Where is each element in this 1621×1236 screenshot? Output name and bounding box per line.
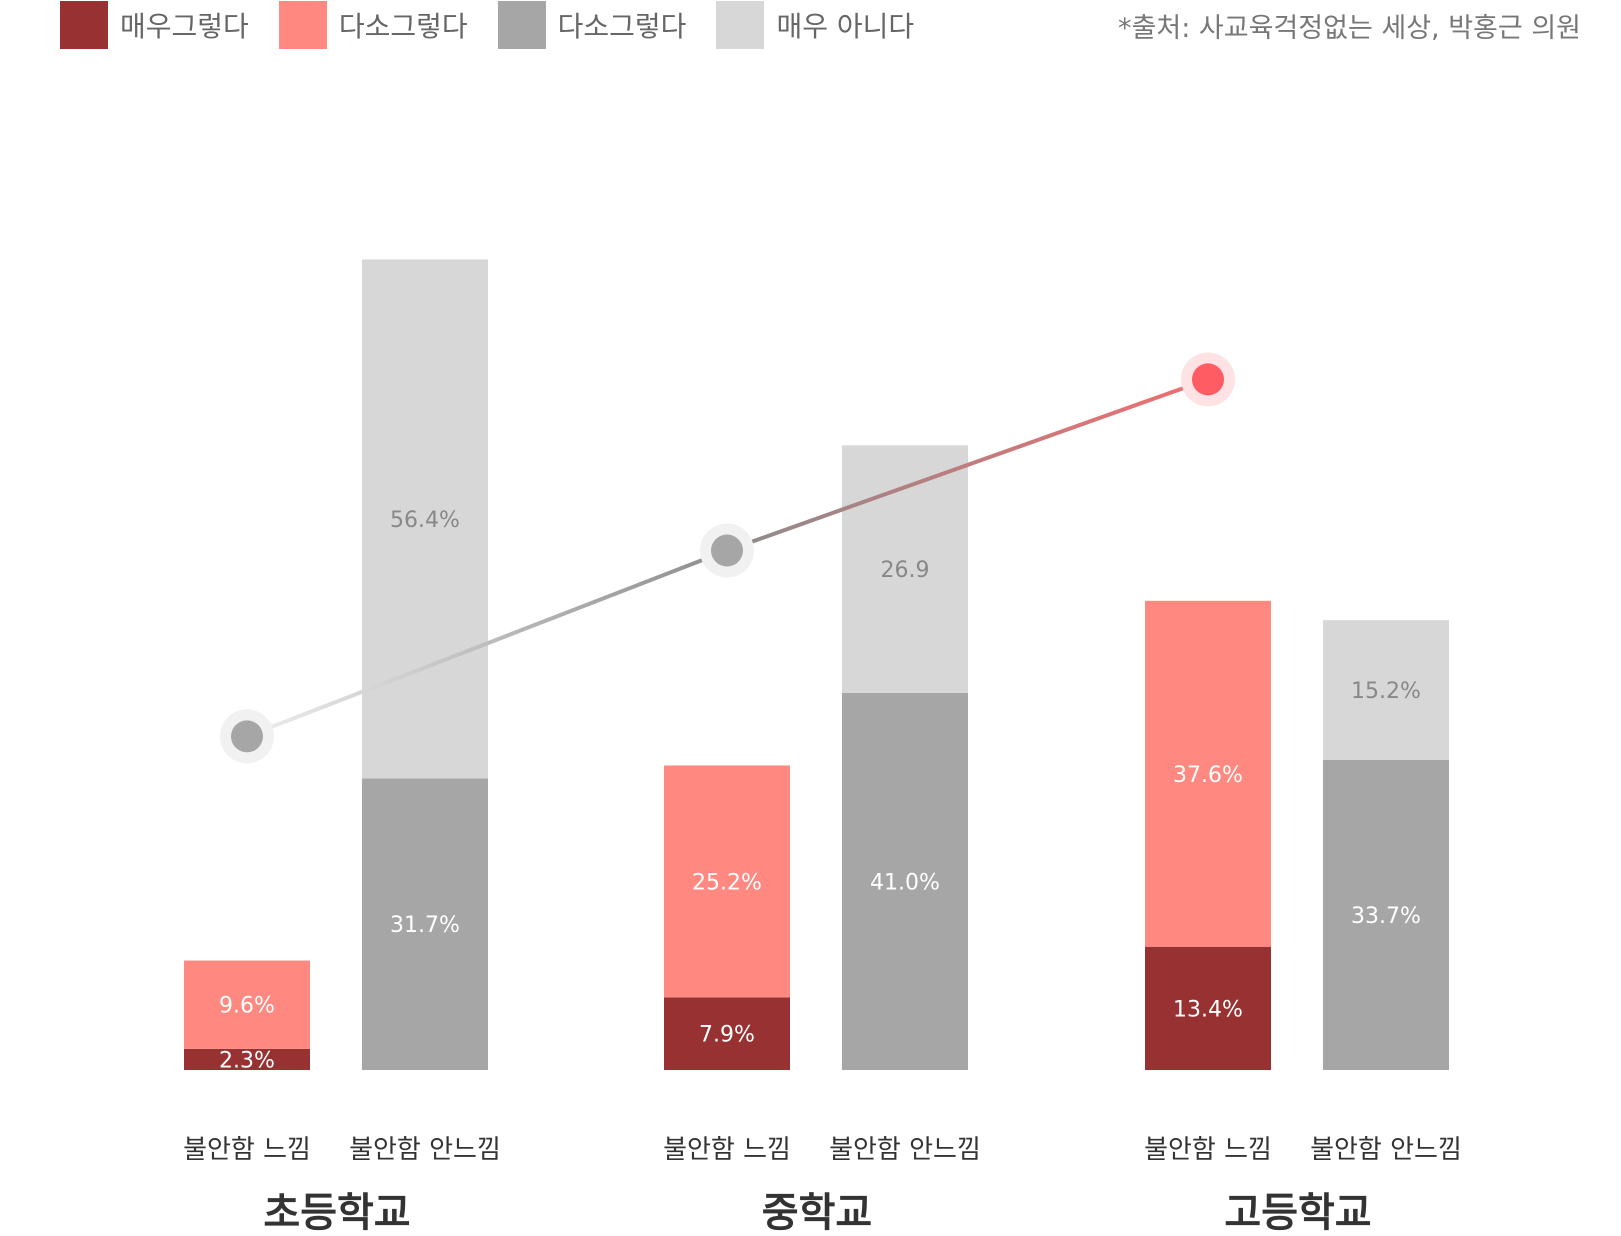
- trend-marker: [711, 534, 743, 567]
- bar-segment: [362, 778, 488, 1070]
- bar-segment: [184, 960, 310, 1049]
- legend-swatch: [278, 1, 327, 49]
- legend-swatch: [497, 1, 546, 49]
- legend-swatch: [716, 1, 765, 49]
- legend-swatch: [60, 1, 108, 49]
- trend-marker: [1192, 363, 1224, 396]
- legend-label: 매우 아니다: [776, 10, 915, 43]
- data-label: 25.2%: [692, 870, 762, 895]
- legend-item-somewhat-gray: 다소그렇다: [497, 1, 687, 49]
- data-label: 2.3%: [219, 1048, 275, 1073]
- legend: 매우그렇다 다소그렇다 다소그렇다 매우 아니다: [60, 0, 944, 50]
- legend-item-not-at-all: 매우 아니다: [716, 1, 914, 49]
- bar-segment: [1145, 600, 1271, 947]
- bar-category-label: 불안함 안느낌: [829, 1135, 981, 1165]
- legend-item-very-yes: 매우그렇다: [60, 1, 249, 49]
- bar-segment: [184, 1048, 310, 1070]
- bar-category-label: 불안함 느낌: [663, 1135, 791, 1165]
- group-label: 초등학교: [263, 1190, 410, 1236]
- bar-segment: [1145, 946, 1271, 1070]
- bar-segment: [664, 997, 790, 1070]
- data-label: 37.6%: [1173, 763, 1243, 788]
- legend-label: 매우그렇다: [120, 10, 249, 43]
- data-label: 7.9%: [699, 1023, 755, 1048]
- data-label: 56.4%: [390, 508, 460, 533]
- bar-category-label: 불안함 안느낌: [1310, 1135, 1462, 1165]
- data-label: 41.0%: [870, 870, 940, 895]
- group-label: 중학교: [762, 1190, 872, 1236]
- bar-category-label: 불안함 느낌: [183, 1135, 311, 1165]
- bar-segment: [1323, 620, 1449, 760]
- data-label: 13.4%: [1173, 997, 1243, 1022]
- legend-item-somewhat-yes: 다소그렇다: [278, 1, 468, 49]
- data-label: 26.9: [881, 558, 930, 583]
- source-note: *출처: 사교육걱정없는 세상, 박홍근 의원: [1118, 13, 1581, 44]
- legend-label: 다소그렇다: [557, 10, 687, 43]
- bar-segment: [664, 765, 790, 998]
- bar-segment: [362, 259, 488, 779]
- data-label: 31.7%: [390, 913, 460, 938]
- data-label: 33.7%: [1351, 904, 1421, 929]
- trend-marker: [231, 720, 263, 753]
- data-label: 15.2%: [1351, 679, 1421, 704]
- group-label: 고등학교: [1224, 1190, 1371, 1236]
- bar-category-label: 불안함 느낌: [1144, 1135, 1272, 1165]
- legend-label: 다소그렇다: [338, 10, 468, 43]
- data-label: 9.6%: [219, 994, 275, 1019]
- bar-category-label: 불안함 안느낌: [349, 1135, 501, 1165]
- bar-segment: [1323, 759, 1449, 1070]
- bar-segment: [842, 692, 968, 1070]
